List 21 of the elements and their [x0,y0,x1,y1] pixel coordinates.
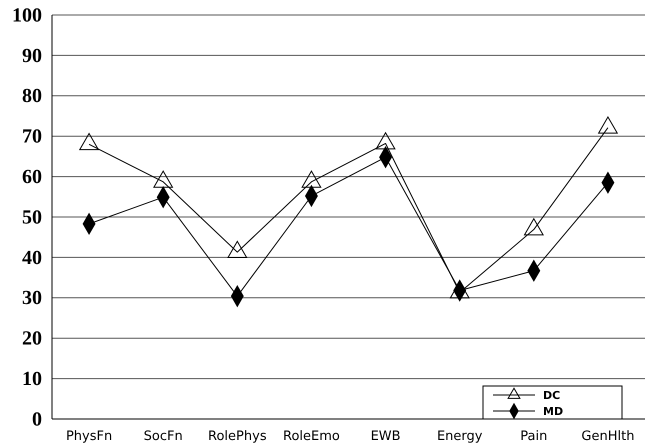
x-tick-label: PhysFn [66,429,112,444]
x-tick-label: RolePhys [208,429,267,444]
legend-label: MD [543,405,564,418]
x-tick-label: GenHlth [581,429,634,444]
y-tick-label: 80 [22,85,42,108]
legend-label: DC [543,389,560,402]
y-tick-label: 10 [22,368,42,390]
x-tick-label: Pain [520,429,548,444]
y-tick-label: 0 [32,408,42,430]
x-tick-label: RoleEmo [283,429,340,444]
y-tick-label: 20 [22,328,42,350]
y-tick-label: 50 [22,206,42,228]
y-tick-label: 100 [12,4,42,26]
y-tick-label: 40 [22,246,42,269]
x-tick-label: EWB [370,429,401,444]
x-tick-label: SocFn [144,429,183,444]
y-tick-label: 30 [22,287,42,310]
y-tick-label: 90 [22,44,42,67]
x-tick-label: Energy [436,429,483,444]
y-tick-label: 70 [22,126,42,148]
y-tick-label: 60 [22,166,42,188]
